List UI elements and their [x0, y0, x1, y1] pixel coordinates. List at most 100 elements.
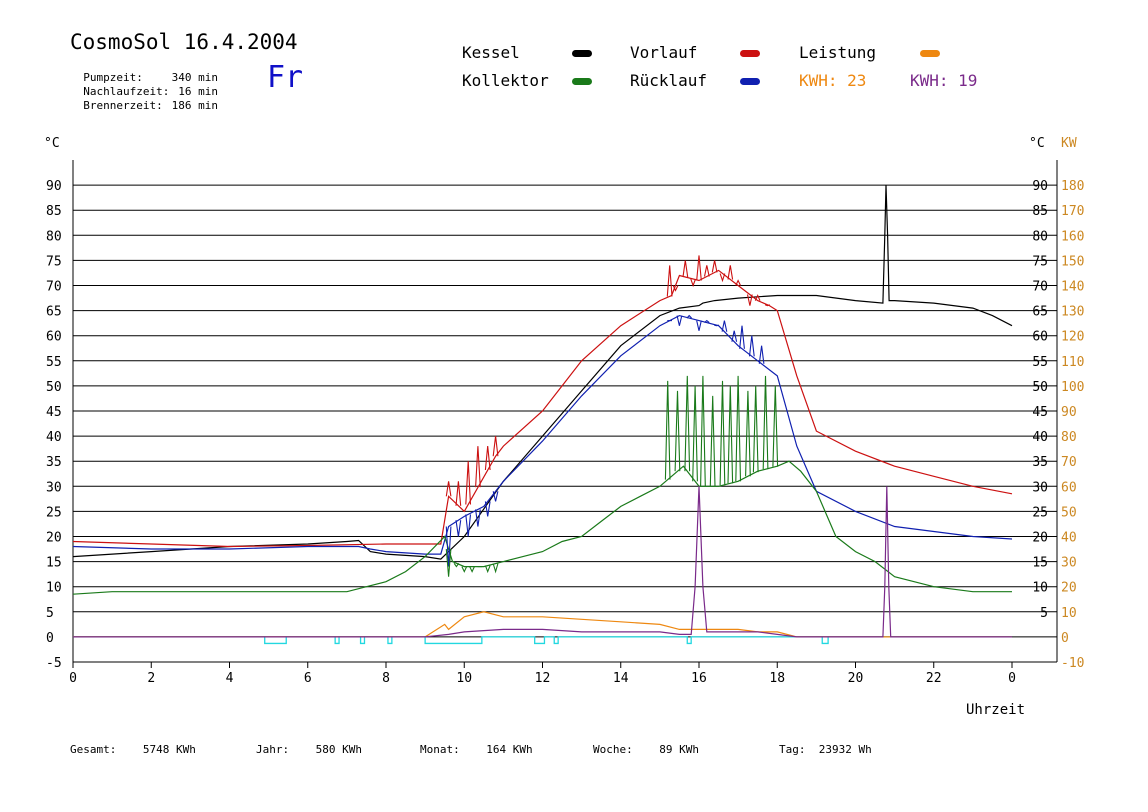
y-tick-label-left: 85 — [46, 204, 62, 219]
stat-value: 186 min — [171, 99, 218, 112]
stat-label: Brennerzeit: — [83, 99, 163, 112]
spike-ruecklauf — [455, 520, 462, 537]
x-tick-label: 6 — [304, 671, 312, 686]
y-tick-label-kw: 0 — [1061, 631, 1069, 646]
y-tick-label-right: 40 — [1032, 430, 1048, 445]
series-line-ruecklauf — [72, 314, 1013, 555]
footer-monat: Monat: 164 KWh — [420, 743, 533, 756]
spike-kollektor — [700, 375, 706, 487]
spike-vorlauf — [455, 481, 462, 506]
y-tick-label-right: 15 — [1032, 556, 1048, 571]
footer-value: 5748 KWh — [142, 743, 196, 756]
footer-label: Gesamt: — [70, 743, 117, 756]
x-tick-label: 0 — [69, 671, 77, 686]
legend-kwh1: KWH: 23 — [799, 71, 866, 90]
spike-ruecklauf — [758, 345, 765, 364]
x-tick-label: 16 — [691, 671, 707, 686]
y-tick-label-right: 20 — [1032, 531, 1048, 546]
y-tick-label-left: 40 — [46, 430, 62, 445]
y-tick-label-kw: 130 — [1061, 305, 1084, 320]
y-tick-label-left: 75 — [46, 254, 62, 269]
y-tick-label-kw: 120 — [1061, 330, 1084, 345]
footer-woche: Woche: 89 KWh — [593, 743, 699, 756]
y-unit-right: °C — [1029, 136, 1045, 151]
legend-leistung-swatch — [920, 50, 940, 57]
y-tick-label-kw: 100 — [1061, 380, 1084, 395]
kwh2-value: 19 — [958, 71, 978, 90]
y-tick-label-kw: 60 — [1061, 480, 1077, 495]
stat-pumpzeit: Pumpzeit: 340 min — [70, 58, 218, 84]
spike-kollektor — [445, 548, 452, 577]
stat-nachlaufzeit: Nachlaufzeit: 16 min — [70, 72, 218, 98]
spike-kollektor — [772, 385, 779, 467]
y-tick-label-kw: 80 — [1061, 430, 1077, 445]
spike-vorlauf — [711, 260, 718, 273]
y-tick-label-left: 5 — [46, 606, 54, 621]
y-tick-label-right: 5 — [1040, 606, 1048, 621]
spike-kollektor — [492, 563, 499, 574]
y-tick-label-left: 60 — [46, 330, 62, 345]
x-tick-label: 20 — [848, 671, 864, 686]
y-tick-label-left: 65 — [46, 305, 62, 320]
spike-vorlauf — [445, 481, 452, 497]
y-tick-label-left: 90 — [46, 179, 62, 194]
legend-kessel: Kessel — [462, 43, 520, 62]
y-tick-label-kw: -10 — [1061, 656, 1084, 671]
y-tick-label-right: 55 — [1032, 355, 1048, 370]
spike-vorlauf — [666, 265, 673, 297]
spike-vorlauf — [719, 273, 726, 283]
spike-ruecklauf — [696, 320, 702, 331]
y-tick-label-right: 70 — [1032, 280, 1048, 295]
footer-label: Tag: — [779, 743, 806, 756]
spike-vorlauf — [696, 255, 702, 281]
spike-vorlauf — [465, 461, 472, 505]
spike-vorlauf — [727, 265, 734, 280]
legend-vorlauf-swatch — [740, 50, 760, 57]
x-tick-label: 4 — [226, 671, 234, 686]
spike-ruecklauf — [492, 491, 499, 502]
x-tick-label: 0 — [1008, 671, 1016, 686]
legend-kollektor-swatch — [572, 78, 592, 85]
spike-ruecklauf — [748, 335, 755, 357]
legend-leistung: Leistung — [799, 43, 877, 62]
y-tick-label-right: 10 — [1032, 581, 1048, 596]
stat-value: 340 min — [171, 71, 218, 84]
spike-kollektor — [461, 566, 468, 573]
spike-vorlauf — [682, 260, 689, 278]
footer-label: Jahr: — [256, 743, 290, 756]
y-tick-label-right: 75 — [1032, 254, 1048, 269]
y-tick-label-kw: 10 — [1061, 606, 1077, 621]
y-tick-label-right: 45 — [1032, 405, 1048, 420]
footer-label: Monat: — [420, 743, 460, 756]
y-tick-label-kw: 150 — [1061, 254, 1084, 269]
spike-vorlauf — [484, 446, 491, 471]
y-tick-label-left: -5 — [46, 656, 62, 671]
y-tick-label-kw: 160 — [1061, 229, 1084, 244]
x-axis-label: Uhrzeit — [966, 702, 1025, 718]
footer-label: Woche: — [593, 743, 633, 756]
kwh1-label: KWH: — [799, 71, 838, 90]
spike-kollektor — [727, 385, 734, 484]
y-tick-label-kw: 50 — [1061, 505, 1077, 520]
y-tick-label-left: 30 — [46, 480, 62, 495]
y-tick-label-right: 35 — [1032, 455, 1048, 470]
y-tick-label-left: 55 — [46, 355, 62, 370]
y-tick-label-left: 35 — [46, 455, 62, 470]
y-unit-left: °C — [44, 136, 60, 151]
spike-vorlauf — [703, 265, 710, 277]
footer-gesamt: Gesamt: 5748 KWh — [70, 743, 196, 756]
footer-value: 580 KWh — [315, 743, 362, 756]
y-unit-kw: KW — [1061, 136, 1077, 151]
y-tick-label-right: 90 — [1032, 179, 1048, 194]
y-tick-label-left: 70 — [46, 280, 62, 295]
footer-value: 23932 Wh — [818, 743, 872, 756]
x-tick-label: 22 — [926, 671, 942, 686]
footer-value: 164 KWh — [486, 743, 533, 756]
series-line-kollektor — [72, 460, 1012, 595]
spike-ruecklauf — [704, 319, 710, 324]
y-tick-label-left: 20 — [46, 531, 62, 546]
spike-ruecklauf — [465, 514, 472, 537]
spike-ruecklauf — [739, 325, 745, 349]
y-tick-label-kw: 90 — [1061, 405, 1077, 420]
y-tick-label-left: 45 — [46, 405, 62, 420]
